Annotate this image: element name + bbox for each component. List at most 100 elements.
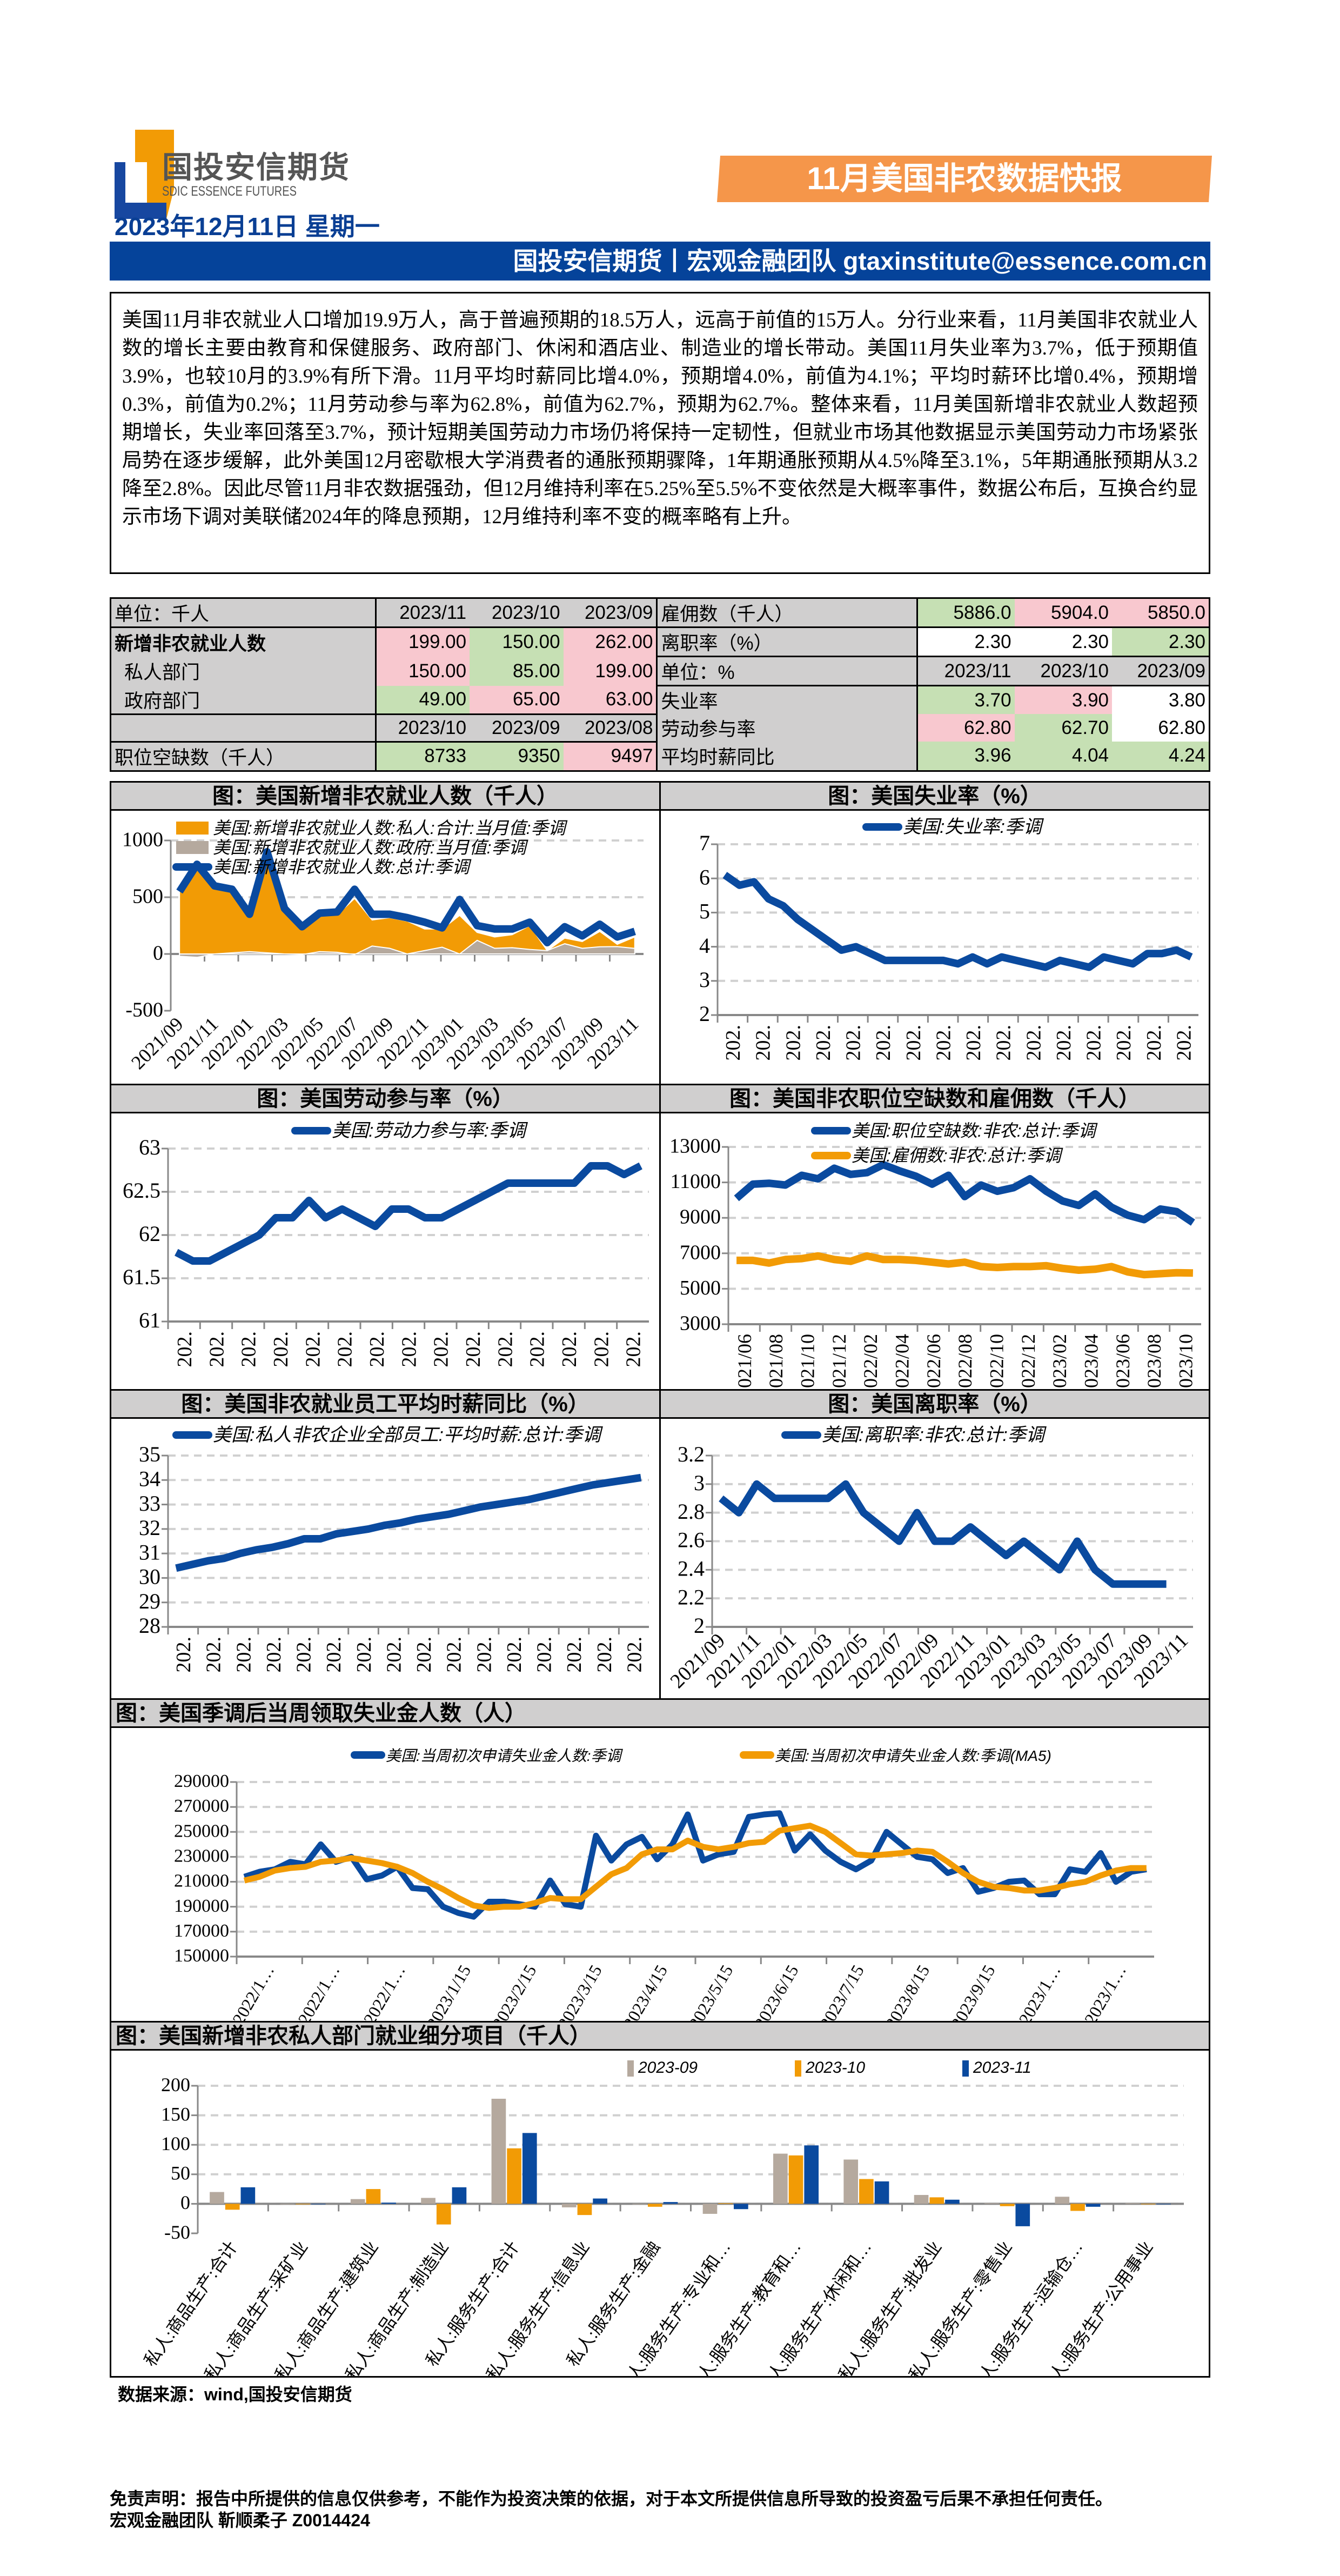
logo-text-en: SDIC ESSENCE FUTURES — [162, 184, 297, 199]
bar-2023-09 — [1125, 2203, 1140, 2204]
x-tick-label: 202. — [872, 1025, 895, 1061]
chart-panel-wage: 图：美国非农就业员工平均时薪同比（%） 28 29 30 31 32 33 34 35 202. 2… — [110, 1389, 661, 1700]
row-label: 单位：千人 — [110, 598, 376, 628]
y-tick-label: 3 — [694, 1471, 705, 1495]
bar-2023-09 — [914, 2195, 929, 2204]
bar-2023-09 — [350, 2199, 365, 2204]
table-cell: 3.70 — [916, 685, 1015, 714]
bar-2023-11 — [1086, 2204, 1101, 2207]
y-tick-label: 29 — [139, 1589, 160, 1613]
disclaimer: 免责声明：报告中所提供的信息仅供参考，不能作为投资决策的依据，对于本文所提供信息… — [110, 2489, 1113, 2508]
x-tick-label: 202. — [443, 1637, 466, 1673]
x-tick-label: 202. — [932, 1025, 955, 1061]
x-tick-label: 202. — [782, 1025, 805, 1061]
bar-2023-10 — [929, 2197, 944, 2204]
x-tick-label: 202. — [902, 1025, 925, 1061]
column-header: 2023/08 — [563, 713, 657, 742]
x-tick-label: 202. — [462, 1331, 485, 1367]
bar-2023-10 — [1070, 2204, 1085, 2211]
chart-panel-unemployment: 图：美国失业率（%） 2 3 4 5 6 7 202. 202. 202. 202. 202. 202.… — [659, 781, 1210, 1085]
x-tick-label: 2022/04 — [891, 1334, 913, 1389]
legend-label: 美国:雇佣数:非农:总计:季调 — [852, 1146, 1063, 1165]
bar-2023-11 — [522, 2133, 537, 2204]
chart-title: 图：美国新增非农就业人数（千人） — [111, 783, 659, 811]
chart-title: 图：美国离职率（%） — [661, 1391, 1209, 1419]
x-tick-label: 202. — [1053, 1025, 1075, 1061]
line-series — [734, 1160, 1195, 1226]
chart-title: 图：美国非农职位空缺数和雇佣数（千人） — [661, 1085, 1209, 1113]
bar-2023-10 — [436, 2204, 451, 2225]
table-cell: 2.30 — [1112, 626, 1210, 657]
x-tick-label: 202. — [962, 1025, 985, 1061]
table-cell: 62.80 — [916, 714, 1015, 742]
y-tick-label: 50 — [171, 2163, 190, 2184]
line-series — [175, 1473, 642, 1572]
x-tick-label: 202. — [334, 1331, 357, 1367]
x-tick-label: 202. — [205, 1331, 228, 1367]
legend-swatch — [962, 2060, 969, 2077]
bar-2023-10 — [507, 2148, 521, 2204]
legend-label: 美国:劳动力参与率:季调 — [332, 1120, 528, 1141]
chart-panel-nfp: 图：美国新增非农就业人数（千人） -500 0 500 1000 2021/09 2021/… — [110, 781, 661, 1085]
chart-unemployment: 2 3 4 5 6 7 202. 202. 202. 202. 202. 202. 202. 202. 20… — [699, 817, 1198, 1061]
x-tick-label: 2023/1… — [1015, 1961, 1064, 2021]
x-tick-label: 202. — [263, 1637, 285, 1673]
column-header: 2023/10 — [375, 713, 470, 742]
table-row: 新增非农就业人数 199.00 150.00 262.00 离职率（%） 2.30 2.30… — [110, 626, 1210, 657]
y-tick-label: 150000 — [174, 1946, 229, 1966]
chart-lfpr: 61 61.5 62 62.5 63 202. 202. 202. 202. 202. 202. 20… — [123, 1120, 649, 1367]
x-tick-label: 2021/08 — [765, 1334, 787, 1389]
x-tick-label: 2021/06 — [734, 1334, 755, 1389]
table-cell: 5850.0 — [1112, 598, 1210, 628]
x-tick-label: 202. — [1083, 1025, 1106, 1061]
row-label: 单位：% — [656, 656, 917, 686]
y-tick-label: 500 — [132, 885, 163, 908]
table-cell: 3.80 — [1112, 685, 1210, 714]
y-tick-label: 28 — [139, 1613, 160, 1638]
x-tick-label: 202. — [533, 1637, 556, 1673]
column-header: 2023/11 — [375, 598, 470, 628]
x-tick-label: 2021/10 — [796, 1334, 818, 1389]
y-tick-label: 63 — [139, 1135, 160, 1159]
chart-panel-lfpr: 图：美国劳动参与率（%） 61 61.5 62 62.5 63 202. 202. 202. 20… — [110, 1084, 661, 1391]
bar-2023-09 — [491, 2099, 506, 2204]
row-label: 政府部门 — [110, 685, 376, 714]
chart-quits: 22.22.42.62.833.22021/092021/112022/0120… — [666, 1425, 1193, 1693]
report-title: 11月美国非农数据快报 — [807, 161, 1122, 196]
y-tick-label: 62 — [139, 1222, 160, 1246]
y-tick-label: 6 — [699, 865, 710, 889]
line-series — [722, 872, 1193, 971]
x-tick-label: 202. — [593, 1637, 616, 1673]
line-series — [243, 1823, 1147, 1911]
y-tick-label: 100 — [161, 2133, 190, 2154]
legend-label: 美国:新增非农就业人数:政府:当月值:季调 — [213, 838, 528, 857]
row-label — [110, 713, 376, 742]
table-cell: 199.00 — [375, 626, 470, 657]
x-tick-label: 2021/12 — [828, 1334, 850, 1389]
y-tick-label: 230000 — [174, 1846, 229, 1866]
bar-2023-11 — [240, 2187, 256, 2204]
table-cell: 3.96 — [916, 742, 1015, 771]
x-tick-label: 202. — [172, 1637, 195, 1673]
legend-label: 2023-10 — [805, 2059, 865, 2077]
x-tick-label: 202. — [383, 1637, 405, 1673]
x-tick-label: 202. — [503, 1637, 526, 1673]
table-cell: 150.00 — [375, 656, 470, 686]
table-cell: 8733 — [375, 740, 470, 771]
y-tick-label: 61.5 — [123, 1265, 160, 1289]
x-tick-label: 202. — [302, 1331, 324, 1367]
row-label: 雇佣数（千人） — [656, 598, 917, 628]
x-tick-label: 2022/08 — [954, 1334, 976, 1389]
y-tick-label: -50 — [164, 2221, 190, 2243]
x-tick-label: 202. — [623, 1637, 646, 1673]
bar-2023-09 — [561, 2204, 577, 2207]
bar-2023-11 — [663, 2202, 678, 2204]
x-tick-label: 2022/02 — [860, 1334, 881, 1389]
bar-2023-11 — [593, 2198, 607, 2204]
bar-2023-10 — [577, 2204, 592, 2215]
bar-2023-09 — [773, 2153, 788, 2204]
chart-claims: 150000 170000 190000 210000 230000 250000 2700… — [174, 1747, 1154, 2021]
table-row: 2023/10 2023/09 2023/08 劳动参与率 62.80 62.70 62.8… — [110, 713, 1210, 742]
chart-panel-claims: 图：美国季调后当周领取失业金人数（人） 150000 170000 190000 210… — [110, 1698, 1210, 2023]
bar-2023-09 — [843, 2159, 859, 2204]
